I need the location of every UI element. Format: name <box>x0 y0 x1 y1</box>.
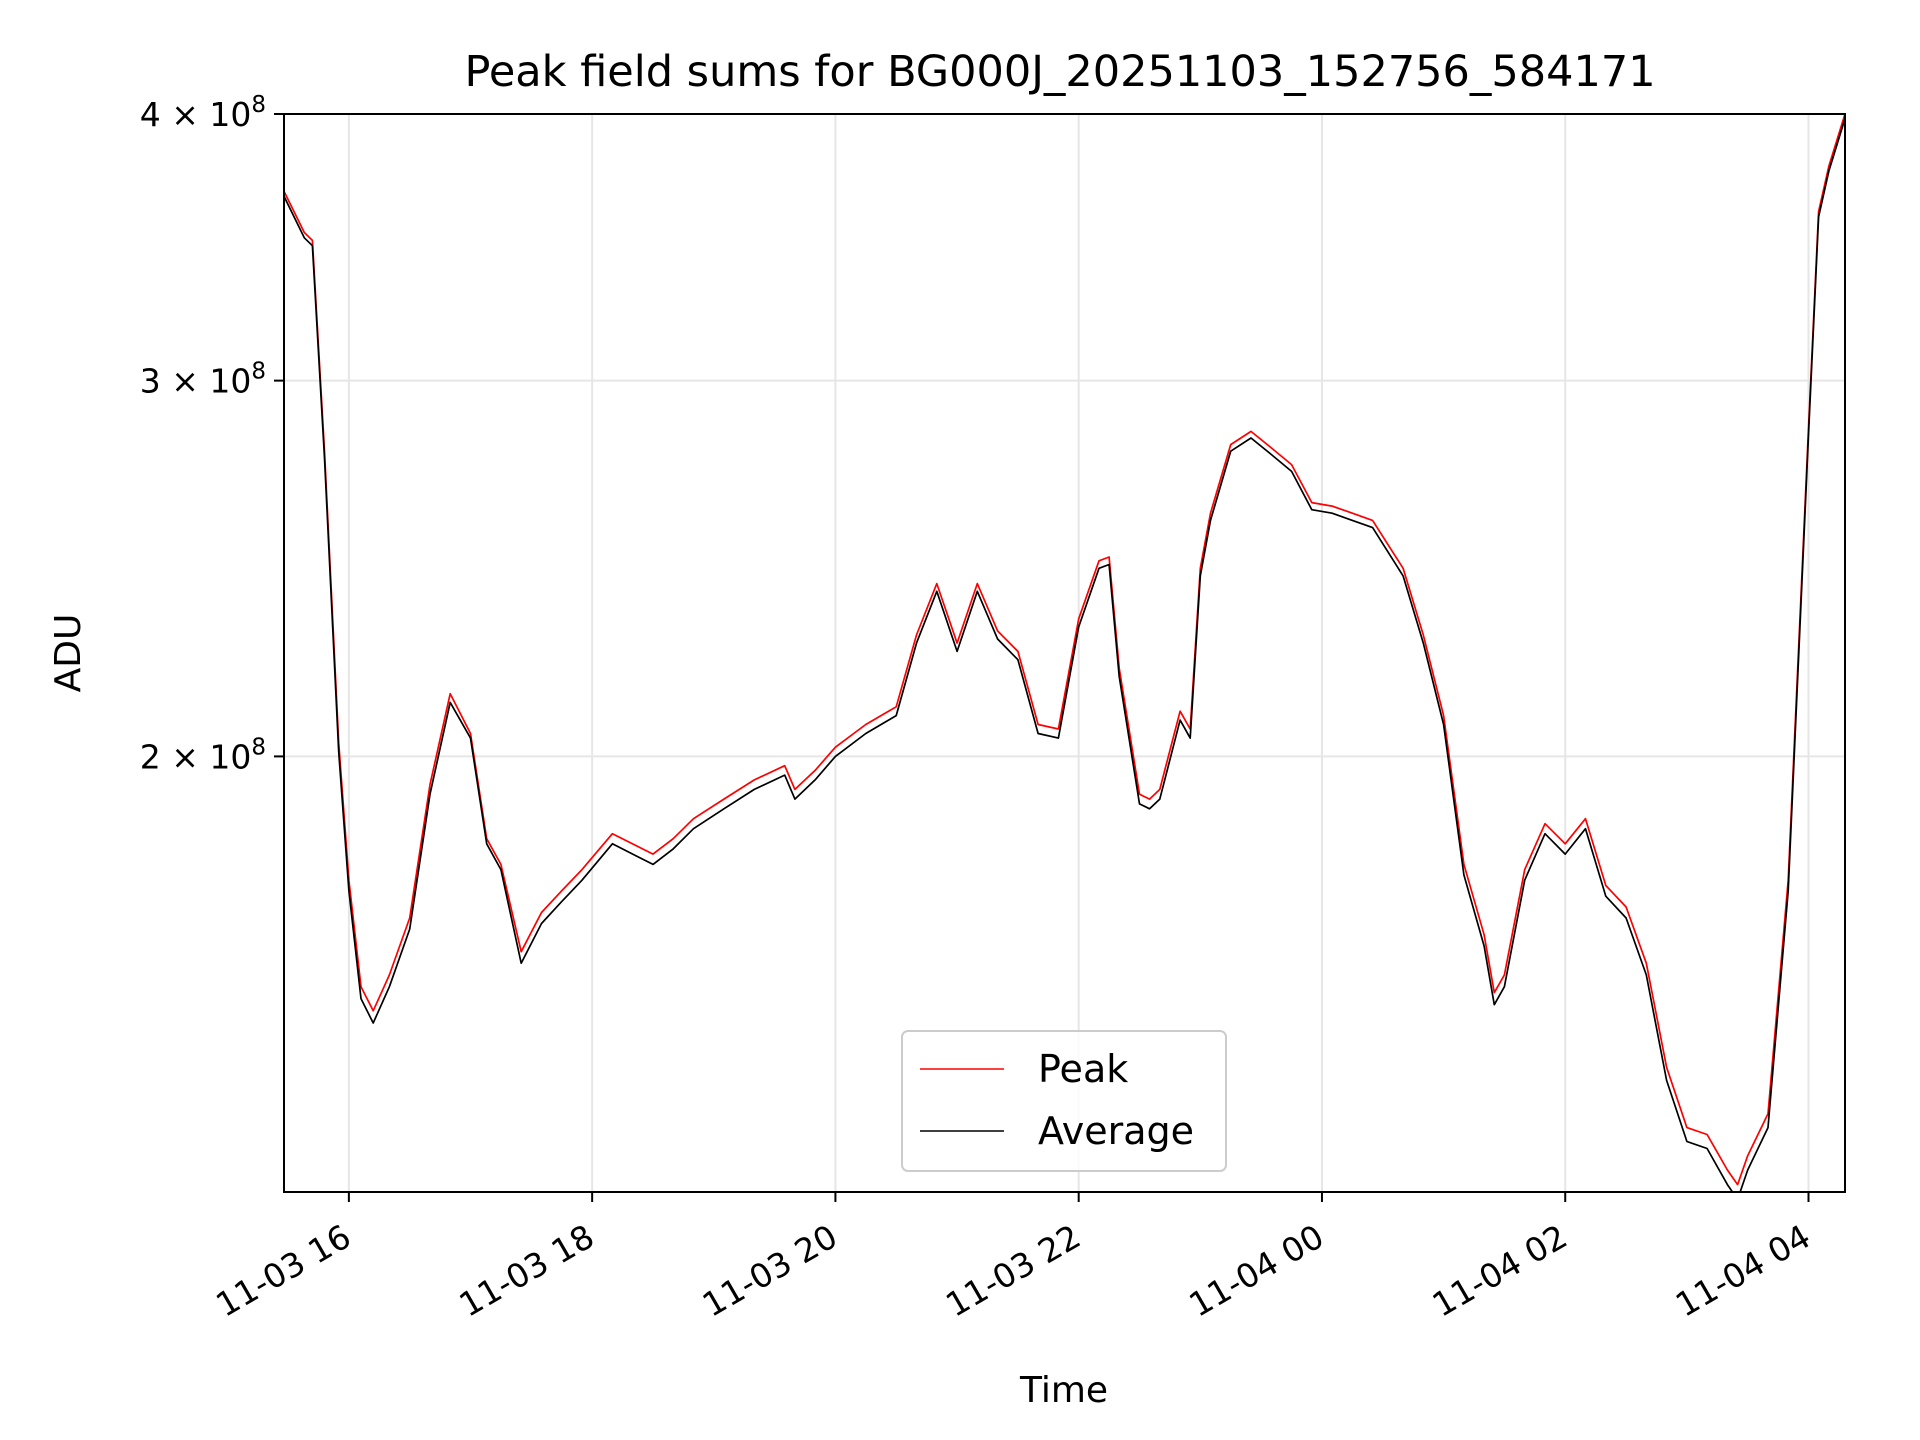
legend: Peak Average <box>901 1030 1227 1172</box>
legend-label-average: Average <box>1038 1109 1194 1153</box>
y-axis: 2 × 108 3 × 108 4 × 108 <box>140 92 284 776</box>
x-axis-title: Time <box>1019 1370 1108 1411</box>
legend-box <box>901 1030 1227 1172</box>
axes-frame <box>283 113 1846 1193</box>
y-tick-base: 3 <box>140 362 161 401</box>
series-line-average <box>284 118 1845 1192</box>
chart-title: Peak field sums for BG000J_20251103_1527… <box>464 47 1655 97</box>
y-tick-base: 2 <box>140 737 161 776</box>
y-tick-exponent: 8 <box>251 92 266 118</box>
y-tick-exponent: 8 <box>251 734 266 760</box>
y-tick-label: 3 × 108 <box>140 359 266 401</box>
y-tick-label: 4 × 108 <box>140 92 266 134</box>
y-axis-title: ADU <box>48 614 89 693</box>
y-tick-exponent: 8 <box>251 359 266 385</box>
plot-area <box>284 114 1845 1192</box>
y-tick-label: 2 × 108 <box>140 734 266 776</box>
y-tick-base: 4 <box>140 95 161 134</box>
legend-label-peak: Peak <box>1038 1047 1128 1091</box>
